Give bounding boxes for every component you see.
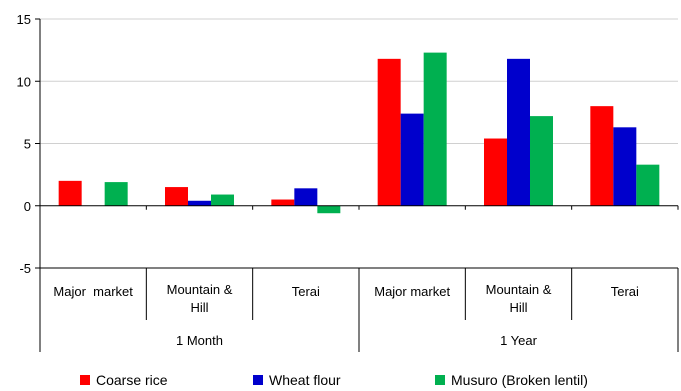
y-tick-label: 15 (17, 12, 31, 27)
category-label: Hill (509, 300, 527, 315)
y-tick-label: 0 (24, 199, 31, 214)
bar (58, 180, 82, 206)
legend-swatch-blue (253, 375, 263, 385)
category-label: Terai (292, 284, 320, 299)
bar (590, 106, 614, 206)
legend-label: Coarse rice (96, 372, 168, 388)
legend-label: Wheat flour (269, 372, 341, 388)
group-label: 1 Month (176, 333, 223, 348)
bar (377, 58, 401, 206)
bar (400, 113, 424, 206)
legend-swatch-red (80, 375, 90, 385)
category-label: Mountain & (167, 282, 233, 297)
category-label: Mountain & (486, 282, 552, 297)
bar (317, 205, 341, 214)
bar (507, 58, 530, 206)
bar (271, 199, 295, 206)
bar (104, 182, 128, 206)
legend-item-coarse-rice: Coarse rice (80, 372, 168, 388)
y-tick-label: 5 (24, 137, 31, 152)
bar (613, 127, 637, 206)
category-label: Major market (374, 284, 450, 299)
bar (530, 116, 553, 206)
bar (294, 188, 318, 206)
bar (423, 52, 447, 206)
legend-swatch-green (435, 375, 445, 385)
category-label: Major market (53, 284, 133, 299)
chart: -5 0 5 10 15 Major market Mountain & Hill Terai M… (17, 12, 679, 352)
bar (484, 138, 507, 206)
bar (188, 200, 211, 206)
bar (636, 164, 660, 206)
legend: Coarse rice Wheat flour Musuro (Broken l… (0, 372, 681, 391)
legend-label: Musuro (Broken lentil) (451, 372, 588, 388)
y-tick-label: -5 (19, 261, 31, 276)
group-label: 1 Year (500, 333, 538, 348)
legend-item-wheat-flour: Wheat flour (253, 372, 341, 388)
y-tick-label: 10 (17, 74, 31, 89)
bar (211, 194, 234, 206)
category-label: Hill (190, 300, 208, 315)
category-label: Terai (611, 284, 639, 299)
bar (165, 187, 188, 206)
legend-item-musuro: Musuro (Broken lentil) (435, 372, 588, 388)
